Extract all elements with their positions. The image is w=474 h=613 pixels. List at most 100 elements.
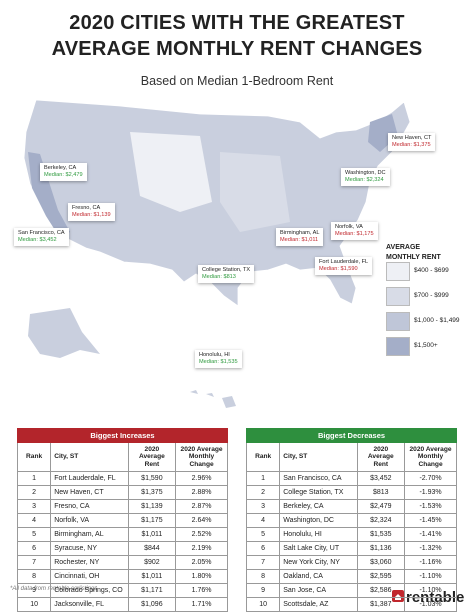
table-cell: 8 <box>245 569 281 584</box>
table-cell: -1.41% <box>404 527 457 542</box>
callout-city: Fresno, CA <box>72 205 101 211</box>
table-row: 1 San Francisco, CA $3,452 -2.70% <box>245 471 457 486</box>
callout-city: College Station, TX <box>202 267 251 273</box>
callout-city: Birmingham, AL <box>280 230 320 236</box>
table-cell: $2,595 <box>356 569 406 584</box>
legend-swatch <box>386 287 410 306</box>
table-cell: $2,324 <box>356 513 406 528</box>
table-cell: 8 <box>16 569 52 584</box>
table-cell: Fresno, CA <box>50 499 129 514</box>
table-row: 5 Birmingham, AL $1,011 2.52% <box>16 527 228 542</box>
callout-city: Fort Lauderdale, FL <box>319 259 369 265</box>
legend-title: AVERAGE MONTHLY RENT <box>386 244 441 261</box>
callout-city: New Haven, CT <box>392 135 432 141</box>
table-cell: 2.64% <box>175 513 228 528</box>
callout: Honolulu, HI Median: $1,535 <box>195 350 242 368</box>
title: 2020 CITIES WITH THE GREATEST <box>69 12 405 34</box>
table-cell: $1,096 <box>127 597 177 612</box>
callout-median: Median: $1,535 <box>199 359 238 365</box>
table-cell: 2.05% <box>175 555 228 570</box>
table-cell: Honolulu, HI <box>279 527 358 542</box>
table-cell: 4 <box>16 513 52 528</box>
callout-median: Median: $1,590 <box>319 266 358 272</box>
legend-label: $400 - $699 <box>414 267 449 274</box>
table-cell: $1,175 <box>127 513 177 528</box>
table-row: 9 San Jose, CA $2,586 -1.10% <box>245 583 457 598</box>
ranking-table: Biggest Decreases Rank City, ST 2020 Averag… <box>245 428 457 612</box>
table-cell: -1.03% <box>404 597 457 612</box>
table-cell: 3 <box>245 499 281 514</box>
table-row: 1 Fort Lauderdale, FL $1,590 2.96% <box>16 471 228 486</box>
column-header: Rank <box>16 442 52 472</box>
table-row: 4 Norfolk, VA $1,175 2.64% <box>16 513 228 528</box>
table-cell: -1.16% <box>404 555 457 570</box>
region <box>28 152 70 238</box>
table-cell: 2 <box>16 485 52 500</box>
legend-swatch <box>386 262 410 281</box>
table-cell: College Station, TX <box>279 485 358 500</box>
table-cell: 2.88% <box>175 485 228 500</box>
table-title: Biggest Decreases <box>246 428 457 443</box>
table-cell: Norfolk, VA <box>50 513 129 528</box>
table-cell: 10 <box>245 597 281 612</box>
table-caption-row: Biggest Increases <box>17 428 228 443</box>
table-cell: $1,590 <box>127 471 177 486</box>
callout: Washington, DC Median: $2,324 <box>341 168 390 186</box>
table-cell: 2.87% <box>175 499 228 514</box>
table-cell: $1,171 <box>127 583 177 598</box>
callout: Berkeley, CA Median: $2,479 <box>40 163 87 181</box>
table-cell: -1.45% <box>404 513 457 528</box>
table-cell: 5 <box>245 527 281 542</box>
table-cell: Birmingham, AL <box>50 527 129 542</box>
callout-median: Median: $1,375 <box>392 142 431 148</box>
callout-city: San Francisco, CA <box>18 230 65 236</box>
callout-city: Washington, DC <box>345 170 386 176</box>
table-cell: -1.10% <box>404 569 457 584</box>
hawaii <box>190 390 236 408</box>
table-cell: $1,387 <box>356 597 406 612</box>
callout-median: Median: $1,011 <box>280 237 319 243</box>
table-caption-row: Biggest Decreases <box>246 428 457 443</box>
table-cell: Salt Lake City, UT <box>279 541 358 556</box>
callout: College Station, TX Median: $813 <box>198 265 255 283</box>
table-cell: -2.70% <box>404 471 457 486</box>
table-cell: 7 <box>245 555 281 570</box>
table-cell: 4 <box>245 513 281 528</box>
table-cell: Syracuse, NY <box>50 541 129 556</box>
table-row: 8 Cincinnati, OH $1,011 1.80% <box>16 569 228 584</box>
table-cell: 1.76% <box>175 583 228 598</box>
table-cell: New York City, NY <box>279 555 358 570</box>
table-cell: New Haven, CT <box>50 485 129 500</box>
table-row: 7 New York City, NY $3,060 -1.16% <box>245 555 457 570</box>
callout: New Haven, CT Median: $1,375 <box>388 133 436 151</box>
table-row: 2 New Haven, CT $1,375 2.88% <box>16 485 228 500</box>
table-cell: San Francisco, CA <box>279 471 358 486</box>
table-cell: $844 <box>127 541 177 556</box>
table-row: 3 Berkeley, CA $2,479 -1.53% <box>245 499 457 514</box>
column-header: 2020 Average Monthly Change <box>404 442 457 472</box>
table-cell: -1.93% <box>404 485 457 500</box>
table-cell: Rochester, NY <box>50 555 129 570</box>
callout: Fresno, CA Median: $1,139 <box>68 203 115 221</box>
legend-swatch <box>386 337 410 356</box>
table-row: 2 College Station, TX $813 -1.93% <box>245 485 457 500</box>
table-cell: 6 <box>16 541 52 556</box>
table-cell: -1.53% <box>404 499 457 514</box>
table-cell: 1.80% <box>175 569 228 584</box>
table-row: 10 Jacksonville, FL $1,096 1.71% <box>16 597 228 612</box>
alaska <box>28 308 100 358</box>
column-header: 2020 Average Rent <box>127 442 177 472</box>
subtitle: Based on Median 1-Bedroom Rent <box>140 74 334 88</box>
title: AVERAGE MONTHLY RENT CHANGES <box>51 38 423 60</box>
table-cell: $1,139 <box>127 499 177 514</box>
table-cell: Oakland, CA <box>279 569 358 584</box>
callout-median: Median: $3,452 <box>18 237 57 243</box>
callout-median: Median: $1,139 <box>72 212 111 218</box>
table-cell: -1.10% <box>404 583 457 598</box>
table-cell: $1,375 <box>127 485 177 500</box>
column-header: City, ST <box>279 442 358 472</box>
table-cell: Jacksonville, FL <box>50 597 129 612</box>
table-row: 7 Rochester, NY $902 2.05% <box>16 555 228 570</box>
table-row: 10 Scottsdale, AZ $1,387 -1.03% <box>245 597 457 612</box>
